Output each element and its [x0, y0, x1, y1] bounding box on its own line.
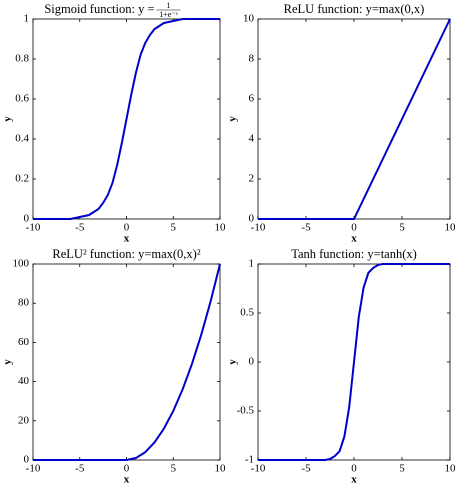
curve	[33, 18, 220, 220]
x-tick-label: 0	[351, 222, 357, 234]
y-tick-label: 8	[249, 53, 255, 65]
y-axis-label: y	[227, 359, 239, 365]
y-tick-label: 80	[18, 297, 30, 309]
y-tick-label: 60	[18, 336, 30, 348]
y-tick-label: -0.5	[237, 405, 255, 417]
x-axis-label: x	[124, 233, 130, 245]
y-tick-label: 0.8	[15, 53, 29, 65]
y-axis-label: y	[2, 359, 14, 365]
y-tick-label: 100	[13, 258, 30, 270]
y-tick-label: 0	[24, 454, 30, 466]
title-denominator: 1+e⁻ˣ	[159, 10, 178, 19]
y-tick-label: 0	[249, 356, 255, 368]
chart-title: Sigmoid function: y =	[44, 2, 154, 16]
y-tick-label: 10	[243, 13, 255, 25]
x-tick-label: -10	[251, 222, 266, 234]
x-tick-label: -5	[75, 463, 85, 475]
x-tick-label: 5	[171, 463, 177, 475]
x-tick-label: -5	[75, 222, 85, 234]
x-tick-label: 5	[399, 463, 405, 475]
subplot: -10 -5 0 5 10 0 0.2 0.4 0.6 0.8 1 x y Sigmoid functio…	[2, 1, 226, 245]
x-tick-label: -5	[301, 463, 311, 475]
y-tick-label: 0	[249, 213, 255, 225]
y-axis-label: y	[2, 116, 14, 122]
y-tick-label: 1	[24, 13, 30, 25]
curve	[33, 263, 221, 461]
x-tick-label: -10	[26, 222, 41, 234]
x-tick-label: -5	[301, 222, 311, 234]
y-tick-label: 0.6	[15, 93, 29, 105]
subplot: -10 -5 0 5 10 0 2 4 6 8 10 x y ReLU function: y=max(0…	[227, 2, 456, 245]
x-tick-label: 5	[171, 222, 177, 234]
y-tick-label: 40	[18, 375, 30, 387]
y-tick-label: -1	[245, 454, 254, 466]
x-tick-label: 10	[215, 463, 227, 475]
x-tick-label: 5	[399, 222, 405, 234]
y-tick-label: 0.2	[15, 173, 29, 185]
x-axis-label: x	[124, 474, 130, 486]
y-tick-label: 4	[249, 133, 255, 145]
x-tick-label: 0	[124, 222, 130, 234]
chart-title: ReLU function: y=max(0,x)	[284, 2, 425, 16]
y-tick-label: 0.5	[240, 307, 254, 319]
y-axis-label: y	[227, 116, 239, 122]
y-tick-label: 20	[18, 414, 30, 426]
x-tick-label: 10	[215, 222, 227, 234]
x-axis-label: x	[351, 233, 357, 245]
title-numerator: 1	[167, 1, 171, 10]
y-tick-label: 1	[249, 258, 255, 270]
chart-title: Tanh function: y=tanh(x)	[291, 247, 417, 261]
axes-box	[32, 263, 221, 461]
y-tick-label: 2	[249, 173, 255, 185]
x-tick-label: -10	[251, 463, 266, 475]
chart-title: ReLU² function: y=max(0,x)²	[52, 247, 200, 261]
curve	[258, 263, 450, 461]
x-tick-label: 10	[445, 222, 457, 234]
x-tick-label: 0	[124, 463, 130, 475]
y-tick-label: 6	[249, 93, 255, 105]
x-tick-label: -10	[26, 463, 41, 475]
x-axis-label: x	[351, 474, 357, 486]
x-tick-label: 0	[351, 463, 357, 475]
curve	[258, 18, 451, 220]
y-tick-label: 0.4	[15, 133, 29, 145]
y-tick-label: 0	[24, 213, 30, 225]
subplot: -10 -5 0 5 10 -1 -0.5 0 0.5 1 x y Tanh function: y=t…	[227, 247, 456, 486]
axes-box	[257, 18, 451, 220]
x-tick-label: 10	[445, 463, 457, 475]
